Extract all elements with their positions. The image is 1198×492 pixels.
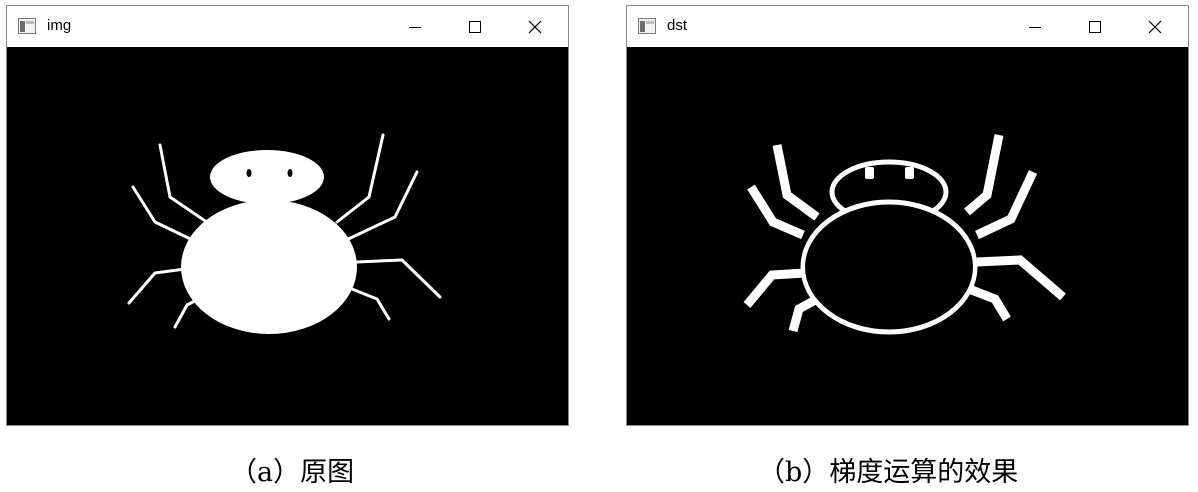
minimize-button[interactable] bbox=[1012, 12, 1058, 42]
app-icon bbox=[18, 18, 36, 34]
maximize-button[interactable] bbox=[1072, 12, 1118, 42]
close-button[interactable] bbox=[512, 12, 558, 42]
image-canvas bbox=[7, 47, 568, 425]
spider-gradient-image bbox=[743, 134, 1066, 335]
maximize-icon bbox=[1089, 21, 1101, 33]
close-button[interactable] bbox=[1132, 12, 1178, 42]
minimize-icon bbox=[1029, 27, 1041, 28]
minimize-icon bbox=[409, 27, 421, 28]
close-icon bbox=[528, 20, 542, 34]
close-icon bbox=[1148, 20, 1162, 34]
caption-b: （b）梯度运算的效果 bbox=[758, 457, 1019, 488]
window-img: img bbox=[6, 5, 569, 426]
title-bar[interactable]: img bbox=[7, 6, 568, 47]
window-dst: dst bbox=[626, 5, 1189, 426]
app-icon bbox=[638, 18, 656, 34]
caption-a: （a）原图 bbox=[230, 457, 355, 488]
maximize-icon bbox=[469, 21, 481, 33]
title-bar[interactable]: dst bbox=[627, 6, 1188, 47]
spider-image bbox=[127, 133, 442, 334]
image-canvas bbox=[627, 47, 1188, 425]
window-title: img bbox=[47, 17, 72, 34]
minimize-button[interactable] bbox=[392, 12, 438, 42]
maximize-button[interactable] bbox=[452, 12, 498, 42]
window-title: dst bbox=[667, 17, 688, 34]
